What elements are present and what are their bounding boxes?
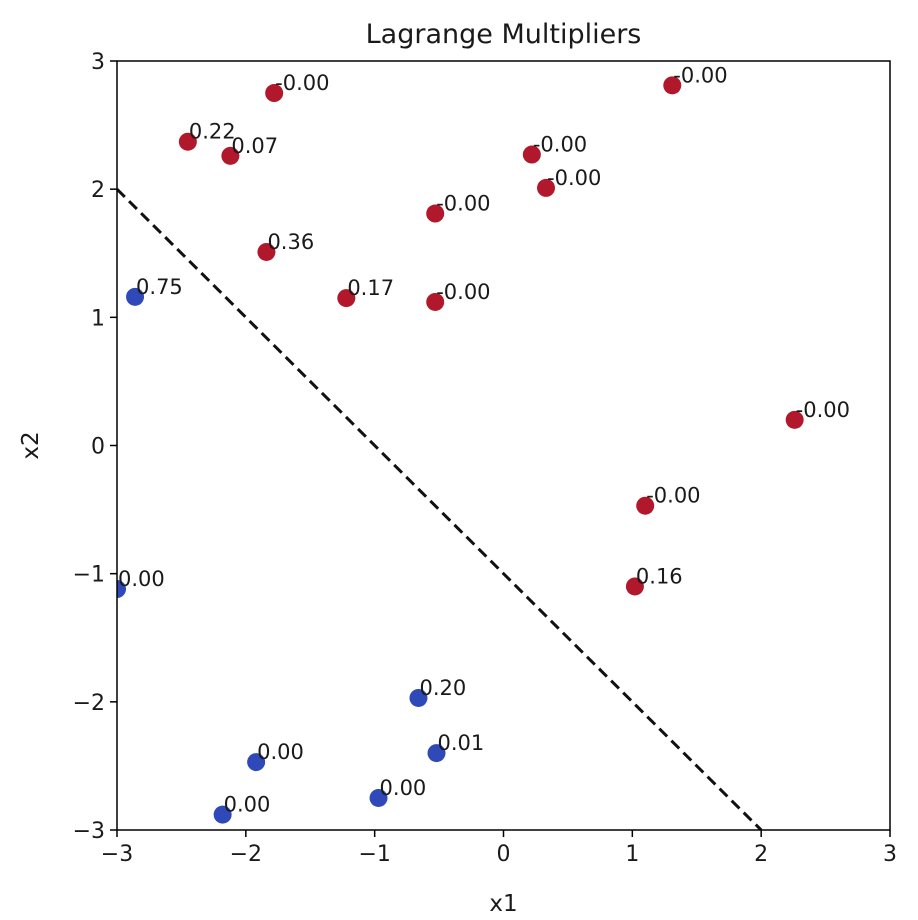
data-point-16 [427, 744, 446, 763]
decision-boundary-line [117, 188, 763, 830]
data-point-13 [126, 287, 145, 306]
y-tick-label-0: −3 [73, 819, 105, 844]
point-label-19: 0.00 [224, 793, 271, 817]
x-tick-label-3: 0 [497, 842, 511, 867]
data-point-12 [625, 577, 644, 596]
x-axis-label: x1 [489, 891, 517, 917]
x-tick-label-0: −3 [101, 842, 133, 867]
data-point-2 [178, 132, 197, 151]
point-label-7: 0.36 [267, 230, 314, 254]
data-point-6 [426, 204, 445, 223]
x-tick-label-2: −1 [358, 842, 390, 867]
data-point-14 [117, 580, 126, 599]
x-tick-label-4: 1 [625, 842, 639, 867]
data-point-3 [221, 146, 240, 165]
y-axis-label: x2 [18, 431, 44, 459]
x-tick-label-1: −2 [230, 842, 262, 867]
x-tick-label-6: 3 [883, 842, 897, 867]
x-tick-label-5: 2 [754, 842, 768, 867]
data-point-15 [409, 688, 428, 707]
y-tick-label-6: 3 [91, 50, 105, 75]
data-point-5 [537, 178, 556, 197]
point-label-11: -0.00 [646, 484, 700, 508]
plot-content [117, 76, 804, 830]
y-tick-label-4: 1 [91, 306, 105, 331]
y-tick-label-2: −1 [73, 563, 105, 588]
data-point-17 [247, 753, 266, 772]
point-label-16: 0.01 [438, 731, 485, 755]
point-label-17: 0.00 [257, 740, 304, 764]
data-point-0 [265, 84, 284, 103]
y-tick-label-5: 2 [91, 178, 105, 203]
y-tick-label-3: 0 [91, 435, 105, 460]
point-label-9: -0.00 [436, 280, 490, 304]
data-point-19 [213, 805, 232, 824]
point-label-12: 0.16 [636, 564, 683, 588]
point-label-8: 0.17 [347, 276, 394, 300]
chart-title: Lagrange Multipliers [366, 19, 642, 50]
point-label-10: -0.00 [796, 398, 850, 422]
point-label-3: 0.07 [231, 134, 278, 158]
y-tick-label-1: −2 [73, 691, 105, 716]
point-label-4: -0.00 [533, 133, 587, 157]
point-label-0: -0.00 [275, 71, 329, 95]
point-label-6: -0.00 [436, 192, 490, 216]
point-label-18: 0.00 [380, 776, 427, 800]
point-label-1: -0.00 [673, 63, 727, 87]
data-point-9 [426, 292, 445, 311]
point-label-5: -0.00 [547, 166, 601, 190]
point-label-15: 0.20 [419, 676, 466, 700]
plot-area: -0.00 -0.00 0.220.07 -0.00 -0.00 -0.00 0.36 0.1… [73, 50, 897, 867]
point-label-14: 0.00 [118, 567, 165, 591]
data-point-11 [636, 496, 655, 515]
data-point-18 [369, 788, 388, 807]
data-point-7 [257, 242, 276, 261]
data-point-1 [663, 76, 682, 95]
point-label-2: 0.22 [189, 120, 236, 144]
point-label-13: 0.75 [136, 275, 183, 299]
data-point-10 [785, 410, 804, 429]
data-point-8 [337, 289, 356, 308]
axes-frame [116, 60, 891, 831]
data-point-4 [522, 145, 541, 164]
